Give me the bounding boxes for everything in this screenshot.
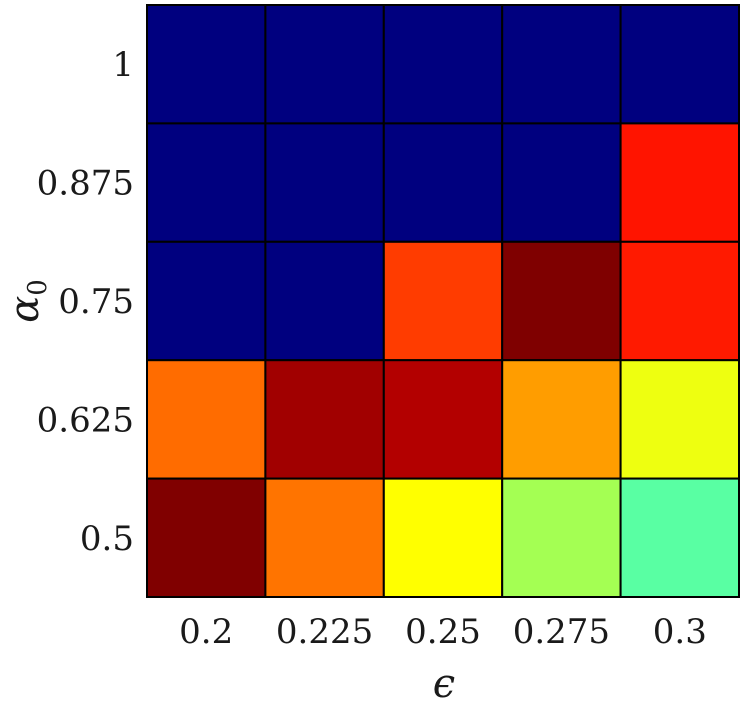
x-tick-label: 0.275: [513, 612, 610, 652]
heatmap-cell: [146, 4, 267, 125]
heatmap-cell: [501, 240, 622, 362]
heatmap-cell: [264, 4, 385, 125]
heatmap-cell: [264, 359, 385, 480]
heatmap-cell: [146, 240, 267, 362]
heatmap-cell: [501, 477, 622, 599]
y-axis-label-subscript: 0: [23, 279, 53, 296]
heatmap-cell: [382, 240, 504, 362]
y-tick-label: 0.625: [37, 400, 134, 440]
x-axis-label: ϵ: [433, 661, 455, 702]
heatmap-cell: [501, 359, 622, 480]
heatmap-cell: [501, 4, 622, 125]
y-tick-label: 0.5: [80, 519, 134, 559]
heatmap-cell: [146, 477, 267, 599]
heatmap-cell: [382, 4, 504, 125]
heatmap-cell: [619, 477, 740, 599]
y-tick-label: 0.75: [58, 282, 134, 322]
heatmap-cell: [382, 477, 504, 599]
x-tick-label: 0.3: [653, 612, 707, 652]
heatmap-cell: [264, 122, 385, 243]
heatmap-cell: [264, 240, 385, 362]
heatmap-cell: [501, 122, 622, 243]
heatmap-cells: [146, 4, 740, 599]
heatmap-cell: [619, 122, 740, 243]
y-axis-label-symbol: α: [2, 296, 48, 323]
heatmap-cell: [619, 359, 740, 480]
x-tick-label: 0.2: [179, 612, 233, 652]
heatmap-cell: [146, 359, 267, 480]
heatmap-cell: [619, 4, 740, 125]
heatmap-cell: [382, 122, 504, 243]
y-tick-labels: 1 0.875 0.75 0.625 0.5: [37, 45, 134, 559]
heatmap-cell: [619, 240, 740, 362]
x-tick-label: 0.225: [276, 612, 373, 652]
heatmap-cell: [382, 359, 504, 480]
heatmap-cell: [146, 122, 267, 243]
heatmap-cell: [264, 477, 385, 599]
y-axis-label: α0: [2, 279, 53, 323]
x-tick-labels: 0.2 0.225 0.25 0.275 0.3: [179, 612, 707, 652]
x-tick-label: 0.25: [405, 612, 481, 652]
y-tick-label: 1: [112, 45, 134, 85]
y-tick-label: 0.875: [37, 164, 134, 204]
